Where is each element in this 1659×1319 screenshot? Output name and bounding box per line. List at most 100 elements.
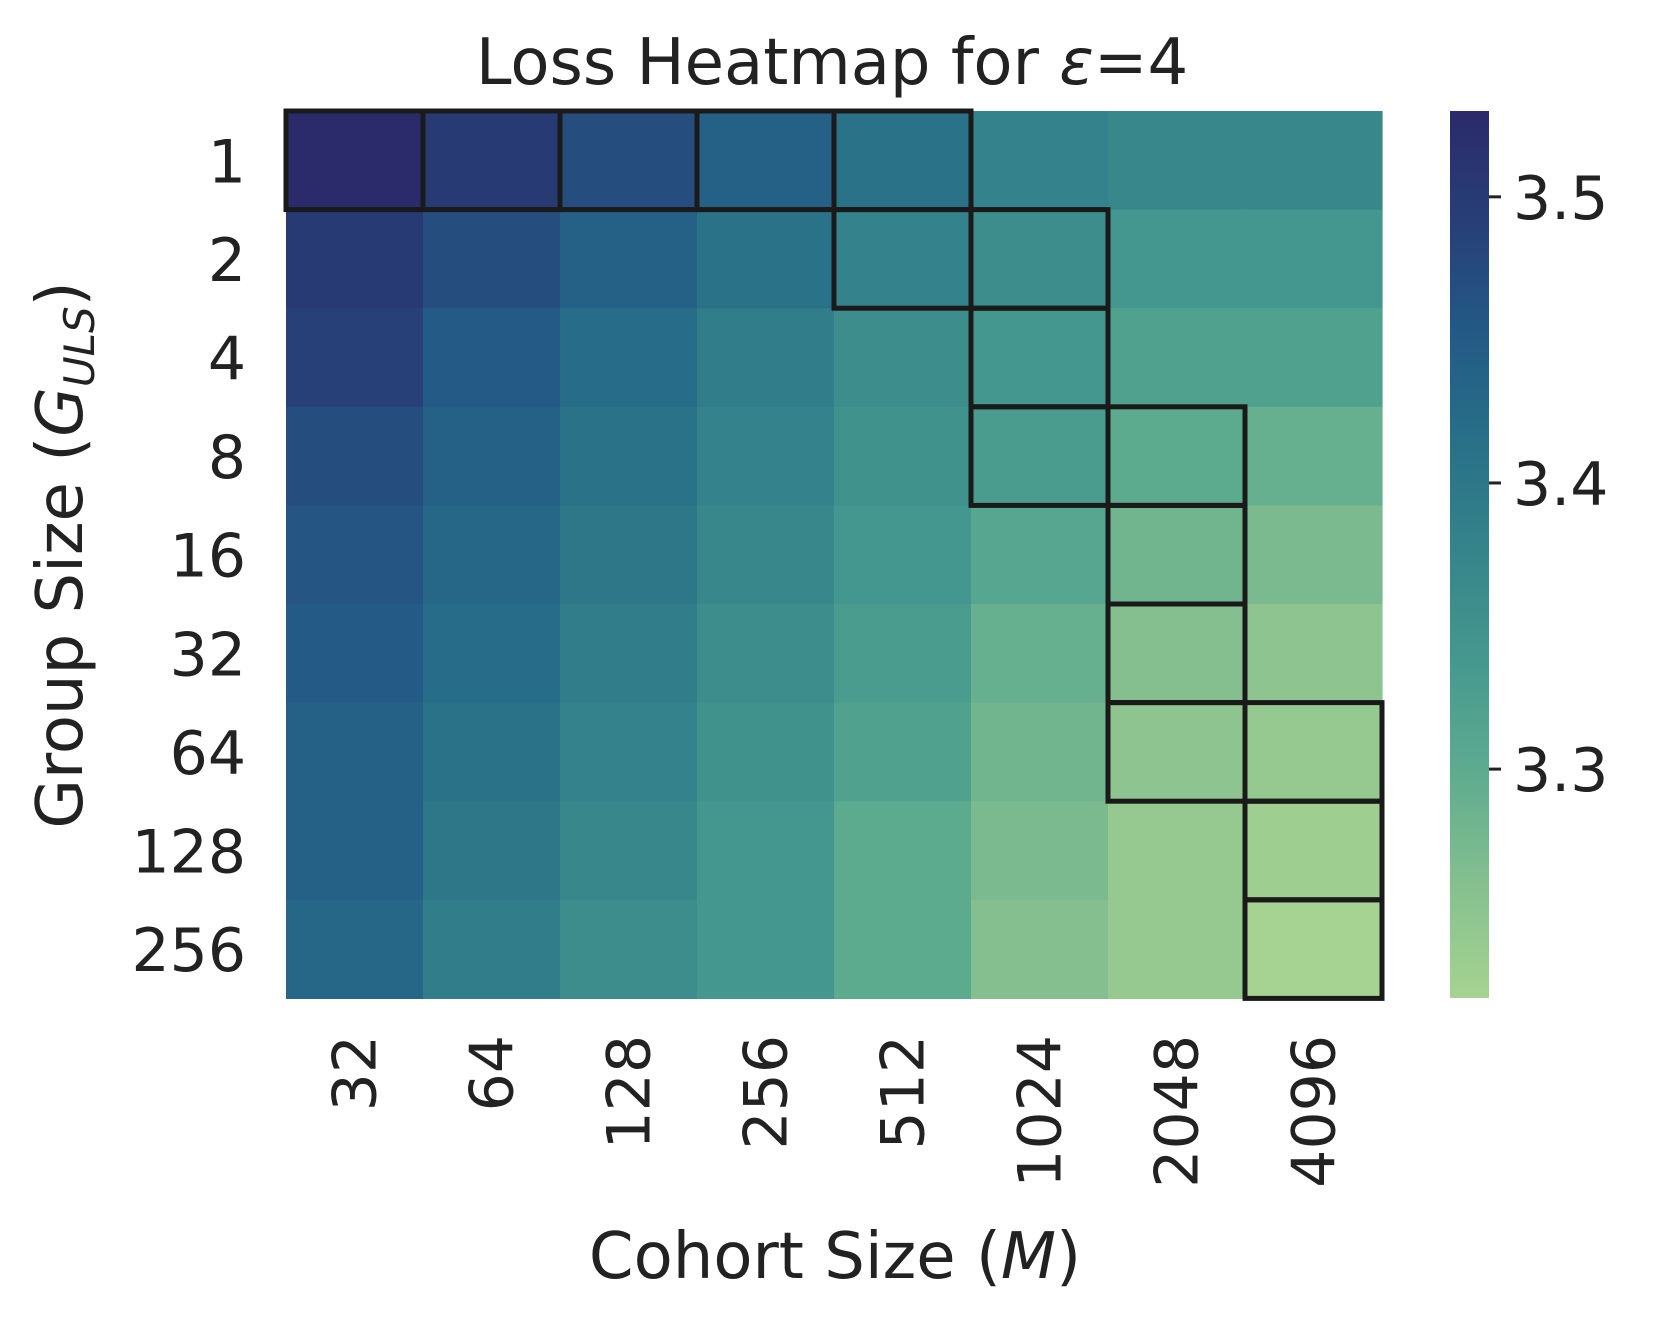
heatmap-cell — [1108, 406, 1246, 506]
heatmap-cell — [1245, 111, 1383, 211]
heatmap-cell — [971, 308, 1109, 408]
heatmap-cell — [1108, 899, 1246, 999]
heatmap-cell — [834, 308, 972, 408]
heatmap-cell — [971, 604, 1109, 704]
heatmap-cell — [834, 111, 972, 211]
heatmap-cell — [697, 308, 835, 408]
x-tick-label: 32 — [321, 1035, 391, 1111]
y-tick-label: 32 — [170, 620, 246, 690]
y-tick-labels: 1 2 4 8 16 32 64 128 256 — [131, 127, 246, 986]
heatmap-cell — [423, 702, 561, 802]
heatmap-cell — [1108, 505, 1246, 605]
heatmap-cell — [423, 604, 561, 704]
heatmap-cell — [560, 209, 698, 309]
heatmap-cell — [971, 406, 1109, 506]
heatmap-cell — [834, 702, 972, 802]
heatmap-cell — [286, 505, 424, 605]
x-tick-label: 4096 — [1280, 1035, 1350, 1188]
colorbar-tick-label: 3.5 — [1513, 164, 1608, 234]
heatmap-cell — [971, 505, 1109, 605]
highlight-outlines — [283, 108, 1385, 1001]
colorbar-ticks: 3.3 3.4 3.5 — [1489, 164, 1608, 806]
y-tick-label: 8 — [208, 423, 246, 493]
heatmap-cell — [1108, 604, 1246, 704]
heatmap-cell — [560, 899, 698, 999]
heatmap-cell — [286, 604, 424, 704]
heatmap-cell — [1245, 308, 1383, 408]
colorbar-tick-label: 3.4 — [1513, 450, 1608, 520]
heatmap-cells — [286, 111, 1383, 999]
heatmap-cell — [286, 406, 424, 506]
heatmap-cell — [423, 801, 561, 901]
heatmap-cell — [834, 801, 972, 901]
heatmap-cell — [286, 308, 424, 408]
heatmap-cell — [560, 702, 698, 802]
heatmap-cell — [286, 801, 424, 901]
x-tick-label: 64 — [458, 1035, 528, 1111]
heatmap-cell — [560, 801, 698, 901]
x-tick-label: 1024 — [1006, 1035, 1076, 1188]
x-axis-label: Cohort Size (M) — [589, 1220, 1081, 1294]
heatmap-cell — [560, 406, 698, 506]
heatmap-cell — [1245, 702, 1383, 802]
heatmap-cell — [834, 505, 972, 605]
y-tick-label: 256 — [131, 916, 246, 986]
heatmap-cell — [560, 505, 698, 605]
heatmap-cell — [697, 505, 835, 605]
heatmap-cell — [697, 702, 835, 802]
chart-title: Loss Heatmap for ε=4 — [476, 26, 1188, 100]
heatmap-cell — [1108, 308, 1246, 408]
heatmap-cell — [834, 406, 972, 506]
heatmap-cell — [1245, 406, 1383, 506]
heatmap-cell — [971, 209, 1109, 309]
heatmap-cell — [1245, 899, 1383, 999]
heatmap-cell — [697, 801, 835, 901]
highlight-cell-outline — [1242, 897, 1385, 1001]
heatmap-cell — [423, 505, 561, 605]
colorbar — [1450, 111, 1489, 998]
heatmap-cell — [423, 899, 561, 999]
heatmap-cell — [971, 702, 1109, 802]
heatmap-cell — [697, 604, 835, 704]
heatmap-cell — [1245, 505, 1383, 605]
heatmap-cell — [697, 111, 835, 211]
y-tick-label: 2 — [208, 226, 246, 296]
heatmap-cell — [423, 308, 561, 408]
x-tick-label: 128 — [595, 1035, 665, 1150]
heatmap-cell — [1108, 702, 1246, 802]
heatmap-cell — [286, 702, 424, 802]
y-axis-label: Group Size (GULS) — [24, 281, 104, 828]
heatmap-cell — [286, 899, 424, 999]
y-tick-label: 16 — [170, 522, 246, 592]
heatmap-cell — [1245, 801, 1383, 901]
heatmap-cell — [1108, 801, 1246, 901]
x-tick-label: 2048 — [1143, 1035, 1213, 1188]
heatmap-cell — [834, 209, 972, 309]
heatmap-cell — [423, 406, 561, 506]
heatmap-cell — [1108, 111, 1246, 211]
heatmap-cell — [560, 308, 698, 408]
heatmap-cell — [560, 604, 698, 704]
y-tick-label: 4 — [208, 325, 246, 395]
heatmap-cell — [834, 604, 972, 704]
heatmap-cell — [971, 899, 1109, 999]
heatmap-cell — [697, 406, 835, 506]
y-tick-label: 128 — [131, 818, 246, 888]
heatmap-cell — [971, 111, 1109, 211]
y-tick-label: 64 — [170, 719, 246, 789]
x-tick-label: 256 — [732, 1035, 802, 1150]
heatmap-cell — [286, 111, 424, 211]
heatmap-cell — [834, 899, 972, 999]
heatmap-cell — [286, 209, 424, 309]
heatmap-cell — [423, 111, 561, 211]
heatmap-cell — [971, 801, 1109, 901]
x-tick-label: 512 — [869, 1035, 939, 1150]
y-tick-label: 1 — [208, 127, 246, 197]
colorbar-tick-label: 3.3 — [1513, 736, 1608, 806]
heatmap-cell — [697, 209, 835, 309]
heatmap-cell — [560, 111, 698, 211]
heatmap-cell — [697, 899, 835, 999]
x-tick-labels: 32 64 128 256 512 1024 2048 4096 — [321, 1035, 1350, 1188]
heatmap-cell — [1245, 209, 1383, 309]
